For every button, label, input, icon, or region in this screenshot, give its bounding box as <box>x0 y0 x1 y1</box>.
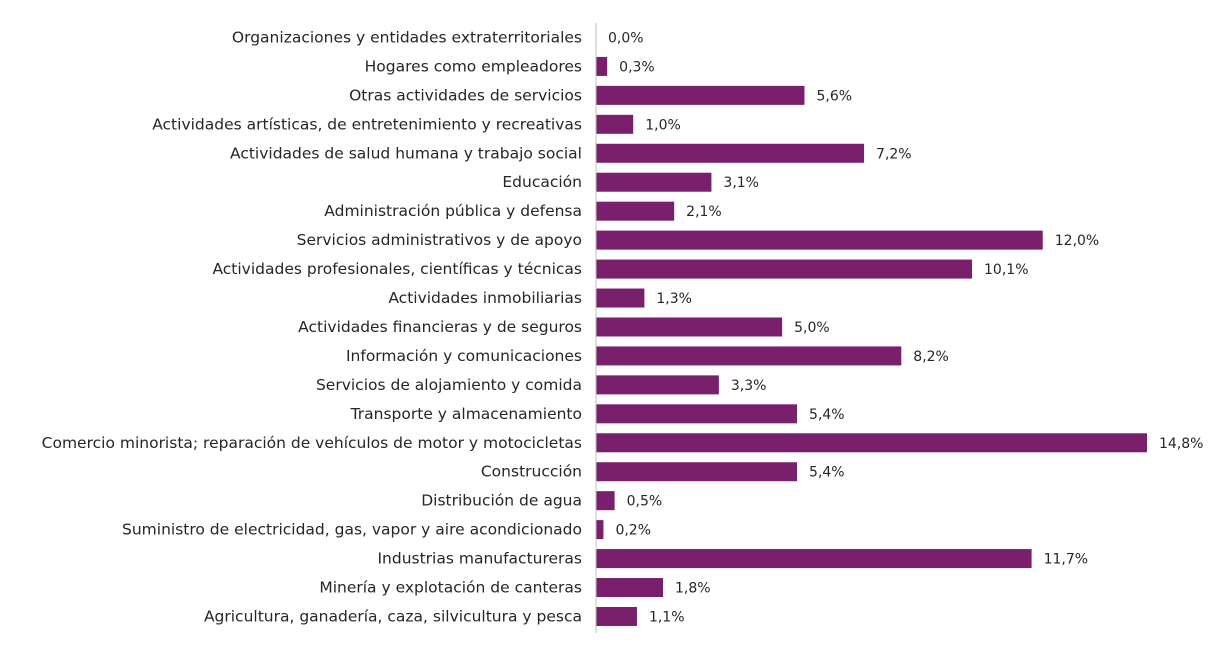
category-label: Actividades inmobiliarias <box>388 289 582 307</box>
value-label: 0,5% <box>627 494 663 510</box>
category-label: Hogares como empleadores <box>365 57 582 75</box>
bar <box>596 288 645 308</box>
bar <box>596 578 664 598</box>
value-label: 14,8% <box>1159 436 1203 452</box>
category-label: Actividades profesionales, científicas y… <box>212 260 582 278</box>
value-label: 8,2% <box>913 349 949 365</box>
bar <box>596 230 1043 250</box>
bar <box>596 172 712 192</box>
value-label: 0,3% <box>619 59 655 75</box>
bar <box>596 606 637 626</box>
bar <box>596 549 1032 569</box>
bar <box>596 491 615 511</box>
value-label: 3,1% <box>723 175 759 191</box>
bar <box>596 375 719 395</box>
value-label: 1,0% <box>645 117 681 133</box>
value-label: 1,3% <box>656 291 692 307</box>
category-label: Transporte y almacenamiento <box>350 405 582 423</box>
category-label: Construcción <box>481 463 582 481</box>
value-label: 0,2% <box>615 523 651 539</box>
category-label: Administración pública y defensa <box>324 202 582 220</box>
value-label: 1,8% <box>675 581 711 597</box>
bar <box>596 85 805 105</box>
bar <box>596 259 973 279</box>
category-label: Minería y explotación de canteras <box>319 579 582 597</box>
category-label: Organizaciones y entidades extraterritor… <box>232 28 582 46</box>
category-label: Actividades artísticas, de entretenimien… <box>152 115 582 133</box>
value-label: 2,1% <box>686 204 722 220</box>
bar <box>596 346 902 366</box>
value-label: 5,6% <box>816 88 852 104</box>
category-label: Educación <box>502 173 582 191</box>
category-label: Otras actividades de servicios <box>349 86 582 104</box>
value-label: 0,0% <box>608 30 644 46</box>
value-label: 5,4% <box>809 465 845 481</box>
value-label: 1,1% <box>649 609 685 625</box>
value-label: 12,0% <box>1055 233 1099 249</box>
bar <box>596 56 608 76</box>
bar <box>596 433 1147 453</box>
value-label: 11,7% <box>1044 552 1088 568</box>
value-label: 10,1% <box>984 262 1028 278</box>
category-label: Información y comunicaciones <box>346 347 582 365</box>
category-label: Industrias manufactureras <box>377 550 582 568</box>
category-label: Actividades de salud humana y trabajo so… <box>230 144 582 162</box>
category-label: Servicios administrativos y de apoyo <box>297 231 582 249</box>
bar <box>596 520 604 540</box>
category-label: Suministro de electricidad, gas, vapor y… <box>122 521 582 539</box>
category-label: Actividades financieras y de seguros <box>298 318 582 336</box>
value-label: 7,2% <box>876 146 912 162</box>
value-label: 5,0% <box>794 320 830 336</box>
value-label: 5,4% <box>809 407 845 423</box>
value-label: 3,3% <box>731 378 767 394</box>
bar <box>596 201 675 221</box>
bar <box>596 114 634 134</box>
bar <box>596 317 783 337</box>
category-label: Distribución de agua <box>421 492 582 510</box>
category-label: Servicios de alojamiento y comida <box>316 376 582 394</box>
bar <box>596 143 865 163</box>
category-label: Agricultura, ganadería, caza, silvicultu… <box>204 607 582 625</box>
bar <box>596 462 798 482</box>
bar <box>596 404 798 424</box>
category-label: Comercio minorista; reparación de vehícu… <box>42 434 582 452</box>
